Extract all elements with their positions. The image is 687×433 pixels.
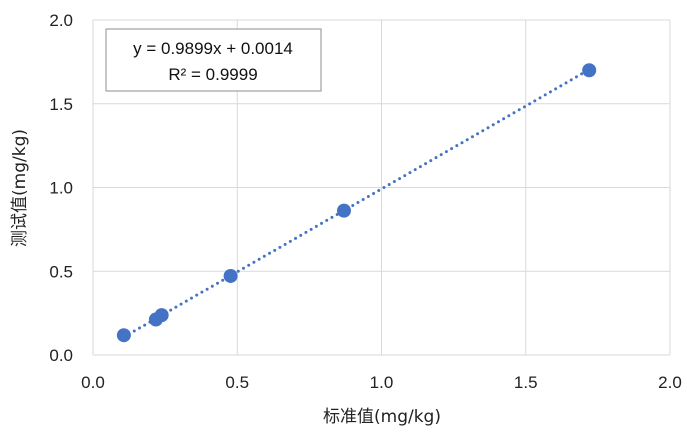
r-squared-label: R² = 0.9999	[168, 65, 257, 84]
x-tick-label: 0.5	[225, 373, 249, 392]
equation-box: y = 0.9899x + 0.0014 R² = 0.9999	[105, 28, 322, 92]
data-point	[336, 203, 351, 218]
y-tick-label: 2.0	[49, 11, 73, 30]
y-axis-title: 测试值(mg/kg)	[10, 129, 30, 247]
data-point	[116, 328, 131, 343]
x-tick-label: 2.0	[658, 373, 682, 392]
trendline-layer	[122, 68, 591, 339]
tick-labels: 0.0 0.5 1.0 1.5 2.0 0.0 0.5 1.0 1.5 2.0	[49, 11, 681, 392]
y-tick-label: 0.0	[49, 346, 73, 365]
trendline	[122, 68, 591, 339]
x-tick-label: 1.0	[370, 373, 394, 392]
y-tick-label: 0.5	[49, 262, 73, 281]
data-point	[223, 268, 238, 283]
gridlines	[93, 19, 671, 355]
data-points	[116, 63, 597, 343]
y-tick-label: 1.0	[49, 179, 73, 198]
y-tick-label: 1.5	[49, 95, 73, 114]
axes	[92, 20, 670, 356]
x-tick-label: 1.5	[514, 373, 538, 392]
x-axis-title: 标准值(mg/kg)	[323, 407, 441, 427]
equation-box-frame	[105, 28, 322, 92]
data-point	[154, 308, 169, 323]
equation-label: y = 0.9899x + 0.0014	[133, 39, 293, 58]
x-tick-label: 0.0	[81, 373, 105, 392]
data-point	[582, 63, 597, 78]
